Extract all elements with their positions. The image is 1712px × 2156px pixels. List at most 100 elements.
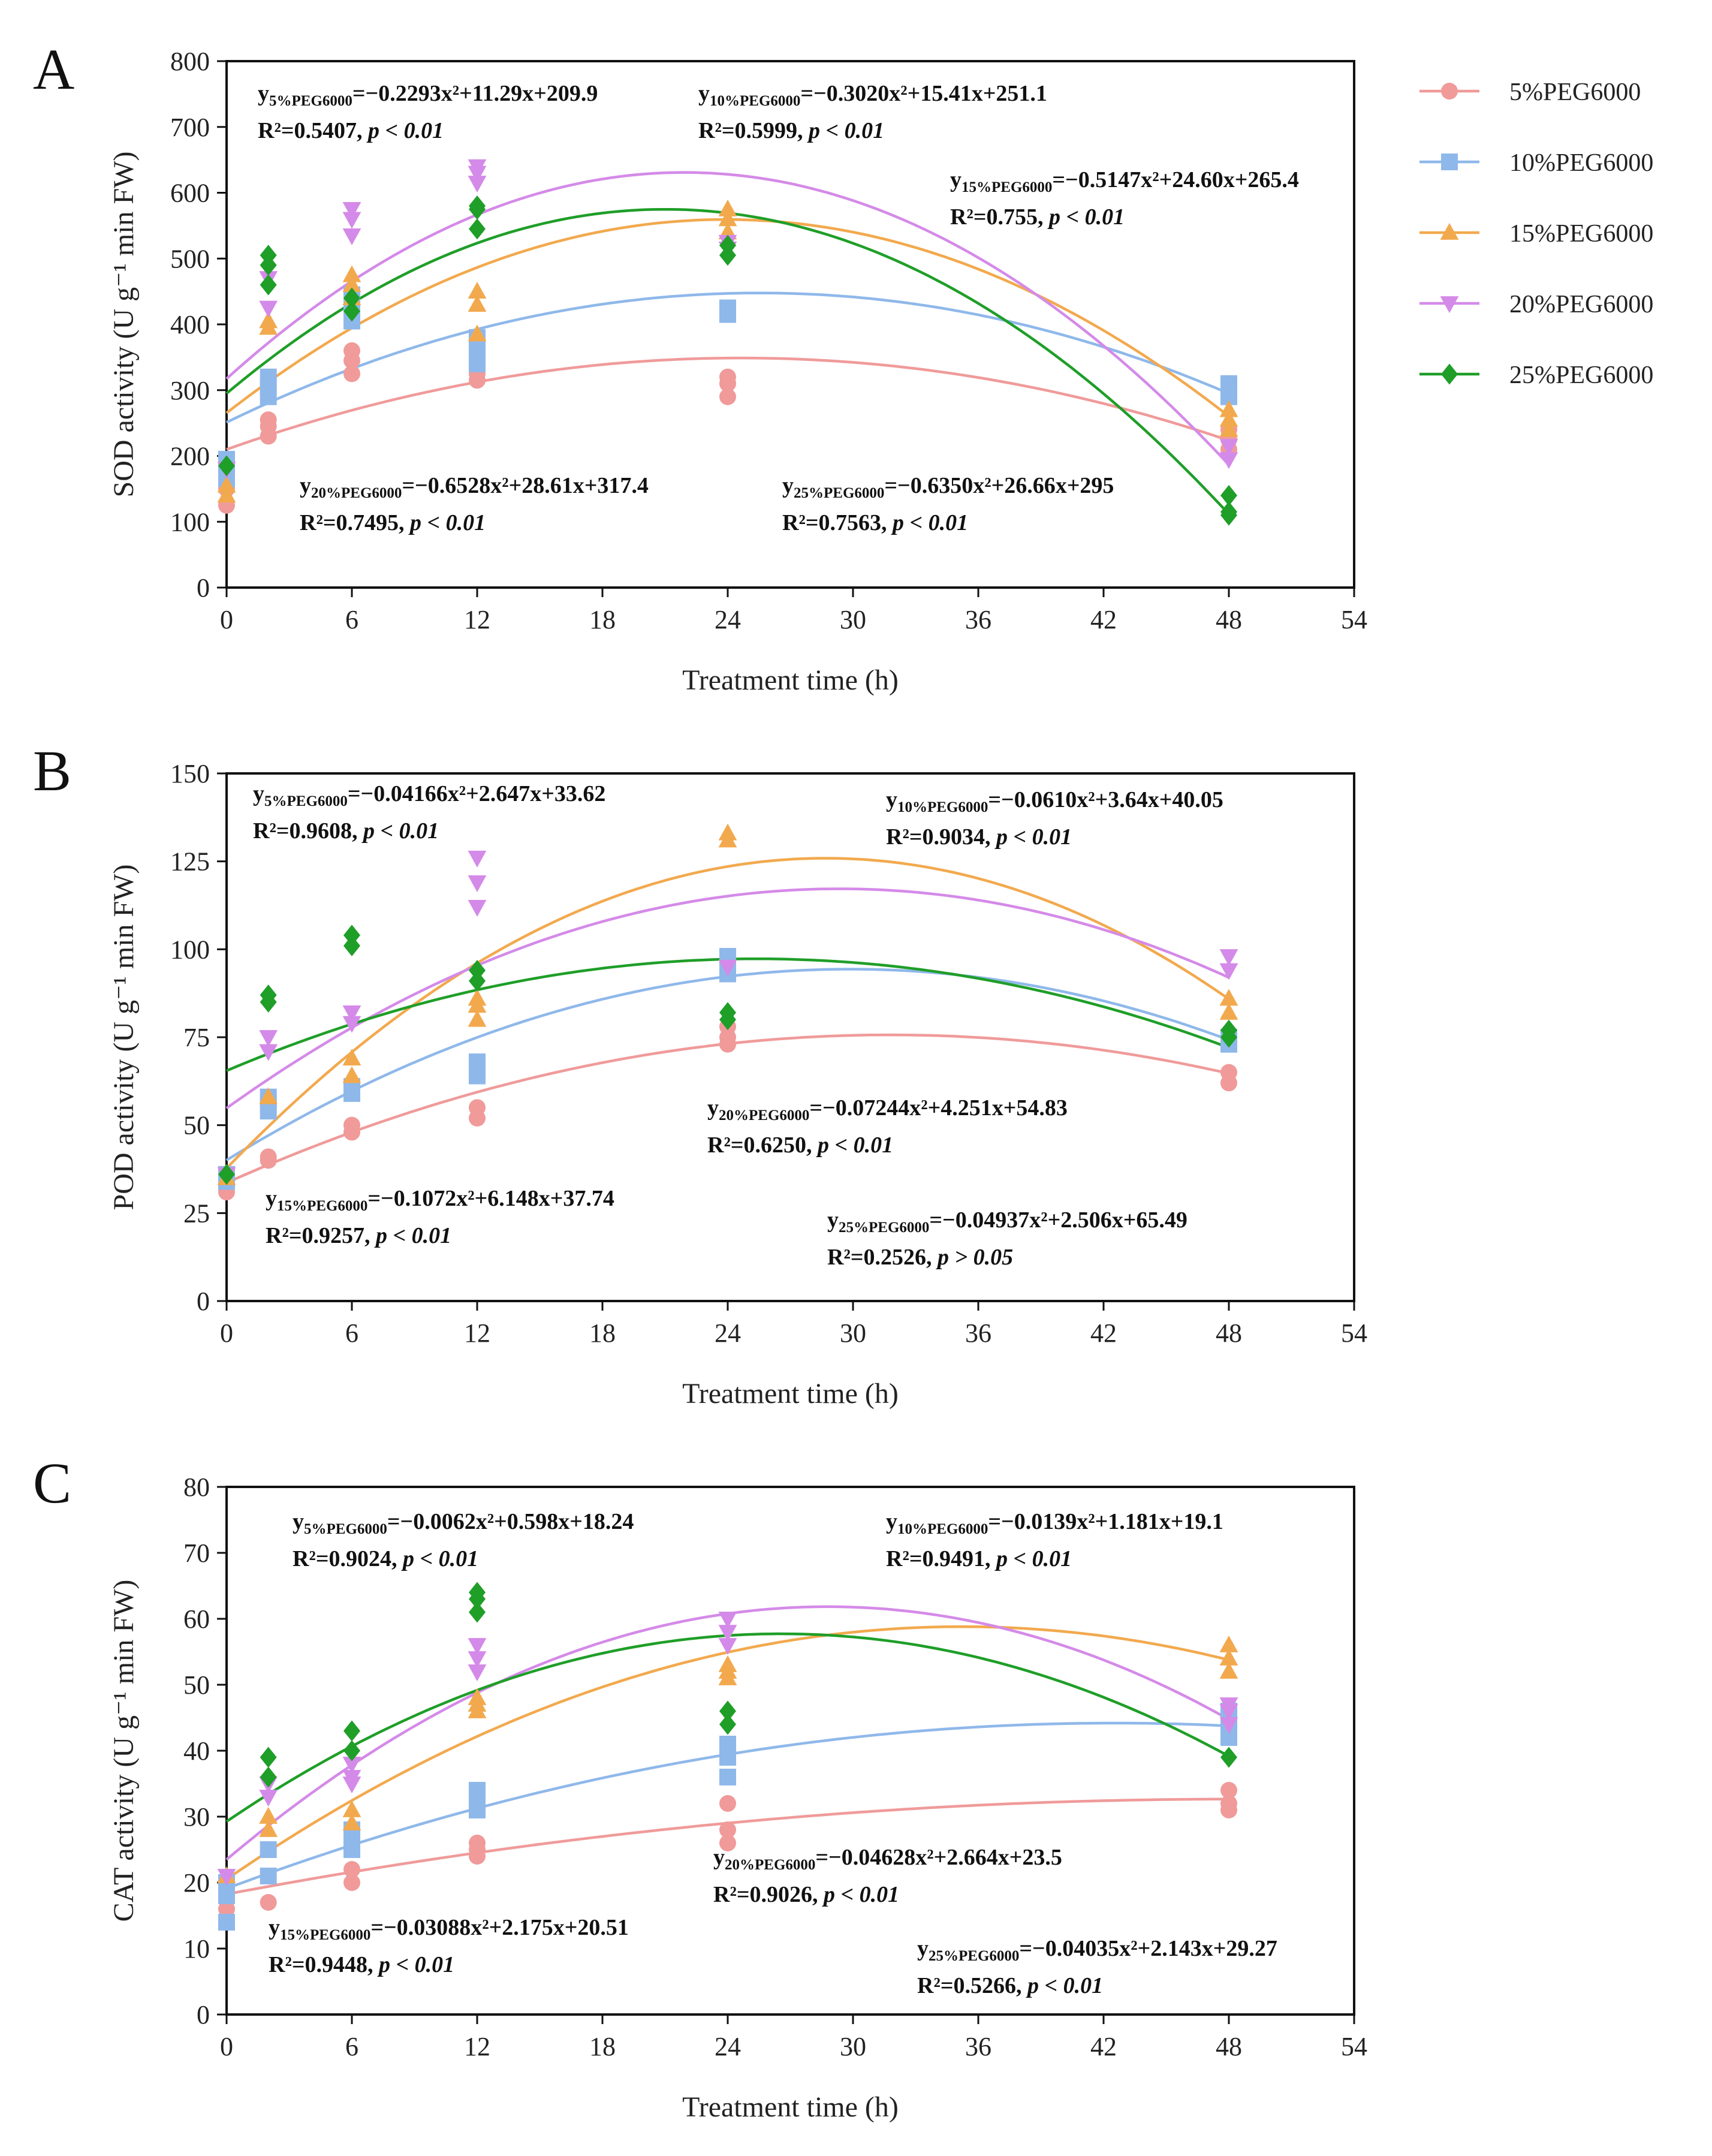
regression-stats: R²=0.9608, p < 0.01 bbox=[253, 818, 439, 844]
equation-y: y bbox=[917, 1936, 929, 1961]
equation-formula: =−0.0139x²+1.181x+19.1 bbox=[988, 1509, 1223, 1534]
y-tick-label: 25 bbox=[183, 1199, 210, 1228]
data-point-15pctpeg6000 bbox=[1219, 989, 1238, 1006]
regression-equation: y25%PEG6000=−0.04035x²+2.143x+29.27 bbox=[917, 1936, 1277, 1964]
data-point-5pctpeg6000 bbox=[343, 1861, 360, 1878]
data-point-10pctpeg6000 bbox=[260, 1841, 277, 1858]
fit-curve-5pctpeg6000 bbox=[226, 356, 1229, 451]
x-tick-label: 12 bbox=[464, 605, 490, 634]
y-tick-label: 60 bbox=[183, 1604, 210, 1634]
equation-formula: =−0.04035x²+2.143x+29.27 bbox=[1019, 1936, 1277, 1961]
data-point-10pctpeg6000 bbox=[719, 1769, 736, 1785]
equation-r2: R²=0.2526, bbox=[827, 1245, 938, 1270]
panel-letter: B bbox=[33, 739, 71, 803]
regression-equation: y10%PEG6000=−0.0139x²+1.181x+19.1 bbox=[886, 1509, 1223, 1537]
fit-curve-10pctpeg6000 bbox=[226, 291, 1229, 424]
x-tick-label: 30 bbox=[840, 1318, 866, 1348]
y-tick-label: 800 bbox=[170, 47, 210, 76]
data-point-15pctpeg6000 bbox=[1219, 1635, 1238, 1652]
data-point-20pctpeg6000 bbox=[718, 959, 737, 977]
regression-equation: y10%PEG6000=−0.3020x²+15.41x+251.1 bbox=[698, 81, 1047, 109]
data-point-25pctpeg6000 bbox=[719, 1714, 736, 1735]
equation-p-value: p < 0.01 bbox=[822, 1882, 899, 1907]
regression-stats: R²=0.5266, p < 0.01 bbox=[917, 1973, 1103, 1998]
equation-formula: =−0.6528x²+28.61x+317.4 bbox=[402, 473, 649, 498]
y-tick-label: 10 bbox=[183, 1934, 210, 1964]
data-point-20pctpeg6000 bbox=[1219, 439, 1238, 456]
data-point-15pctpeg6000 bbox=[259, 311, 278, 329]
equation-p-value: p < 0.01 bbox=[816, 1133, 893, 1158]
data-point-25pctpeg6000 bbox=[260, 274, 277, 296]
x-tick-label: 6 bbox=[345, 2032, 358, 2061]
data-point-10pctpeg6000 bbox=[469, 1053, 486, 1071]
equation-y: y bbox=[713, 1845, 725, 1870]
x-tick-label: 42 bbox=[1090, 605, 1117, 634]
data-point-15pctpeg6000 bbox=[1219, 420, 1238, 437]
data-point-5pctpeg6000 bbox=[719, 1821, 736, 1838]
equation-subscript: 20%PEG6000 bbox=[719, 1107, 809, 1124]
equation-formula: =−0.04937x²+2.506x+65.49 bbox=[929, 1208, 1187, 1233]
x-tick-label: 6 bbox=[345, 1318, 358, 1348]
data-point-20pctpeg6000 bbox=[468, 176, 487, 193]
legend-label: 15%PEG6000 bbox=[1509, 220, 1653, 248]
equation-y: y bbox=[269, 1915, 280, 1940]
equation-r2: R²=0.5266, bbox=[917, 1973, 1027, 1998]
data-point-20pctpeg6000 bbox=[342, 1770, 361, 1787]
equation-p-value: p < 0.01 bbox=[361, 818, 439, 844]
data-point-15pctpeg6000 bbox=[468, 324, 487, 342]
y-tick-label: 75 bbox=[183, 1023, 210, 1052]
data-point-10pctpeg6000 bbox=[469, 1782, 486, 1799]
y-tick-label: 500 bbox=[170, 244, 210, 273]
y-tick-label: 30 bbox=[183, 1802, 210, 1832]
equation-r2: R²=0.9024, bbox=[293, 1546, 403, 1571]
data-point-5pctpeg6000 bbox=[469, 1835, 486, 1851]
equation-formula: =−0.04166x²+2.647x+33.62 bbox=[348, 781, 606, 806]
data-point-20pctpeg6000 bbox=[259, 1044, 278, 1061]
equation-y: y bbox=[258, 81, 269, 106]
data-point-20pctpeg6000 bbox=[1219, 1717, 1238, 1735]
data-point-20pctpeg6000 bbox=[259, 1790, 278, 1807]
data-point-25pctpeg6000 bbox=[469, 970, 486, 992]
regression-stats: R²=0.7563, p < 0.01 bbox=[782, 510, 968, 535]
x-tick-label: 36 bbox=[965, 2032, 991, 2061]
equation-subscript: 5%PEG6000 bbox=[264, 793, 348, 809]
legend-label: 10%PEG6000 bbox=[1509, 149, 1653, 177]
y-tick-label: 0 bbox=[197, 2000, 210, 2029]
data-point-15pctpeg6000 bbox=[718, 1655, 737, 1672]
x-tick-label: 12 bbox=[464, 2032, 490, 2061]
data-point-25pctpeg6000 bbox=[719, 1700, 736, 1722]
data-point-20pctpeg6000 bbox=[259, 300, 278, 318]
equation-p-value: p < 0.01 bbox=[994, 1546, 1072, 1571]
data-point-20pctpeg6000 bbox=[342, 1005, 361, 1023]
fit-curve-20pctpeg6000 bbox=[225, 171, 1230, 466]
equation-r2: R²=0.9034, bbox=[886, 824, 996, 850]
data-point-25pctpeg6000 bbox=[1220, 484, 1237, 506]
y-tick-label: 150 bbox=[170, 759, 210, 788]
data-point-5pctpeg6000 bbox=[1220, 1064, 1237, 1081]
data-point-10pctpeg6000 bbox=[719, 299, 736, 317]
data-point-15pctpeg6000 bbox=[342, 1813, 361, 1830]
data-point-25pctpeg6000 bbox=[343, 925, 360, 946]
equation-subscript: 20%PEG6000 bbox=[311, 485, 402, 501]
regression-equation: y25%PEG6000=−0.04937x²+2.506x+65.49 bbox=[827, 1208, 1187, 1236]
y-tick-label: 0 bbox=[197, 573, 210, 603]
regression-equation: y15%PEG6000=−0.5147x²+24.60x+265.4 bbox=[950, 167, 1299, 195]
data-point-25pctpeg6000 bbox=[469, 960, 486, 981]
x-tick-label: 18 bbox=[589, 605, 616, 634]
data-point-15pctpeg6000 bbox=[468, 1010, 487, 1027]
equation-r2: R²=0.6250, bbox=[707, 1133, 818, 1158]
legend-label: 20%PEG6000 bbox=[1509, 291, 1653, 318]
y-tick-label: 400 bbox=[170, 310, 210, 339]
legend-marker bbox=[1441, 363, 1458, 385]
equation-formula: =−0.5147x²+24.60x+265.4 bbox=[1052, 167, 1299, 192]
chart-panel-b: B 0 6 12 18 24 30 36 42 48 54 0 25 50 75 100 125 150 Treat… bbox=[33, 739, 1367, 1410]
y-axis-title: CAT activity (U g⁻¹ min FW) bbox=[108, 1580, 140, 1922]
data-point-10pctpeg6000 bbox=[719, 1736, 736, 1752]
data-point-20pctpeg6000 bbox=[468, 159, 487, 176]
x-tick-label: 54 bbox=[1341, 605, 1367, 634]
data-point-15pctpeg6000 bbox=[718, 823, 737, 841]
equation-p-value: p > 0.05 bbox=[936, 1245, 1013, 1270]
equation-r2: R²=0.5999, bbox=[698, 118, 809, 143]
x-tick-label: 36 bbox=[965, 1318, 991, 1348]
regression-stats: R²=0.7495, p < 0.01 bbox=[300, 510, 486, 535]
